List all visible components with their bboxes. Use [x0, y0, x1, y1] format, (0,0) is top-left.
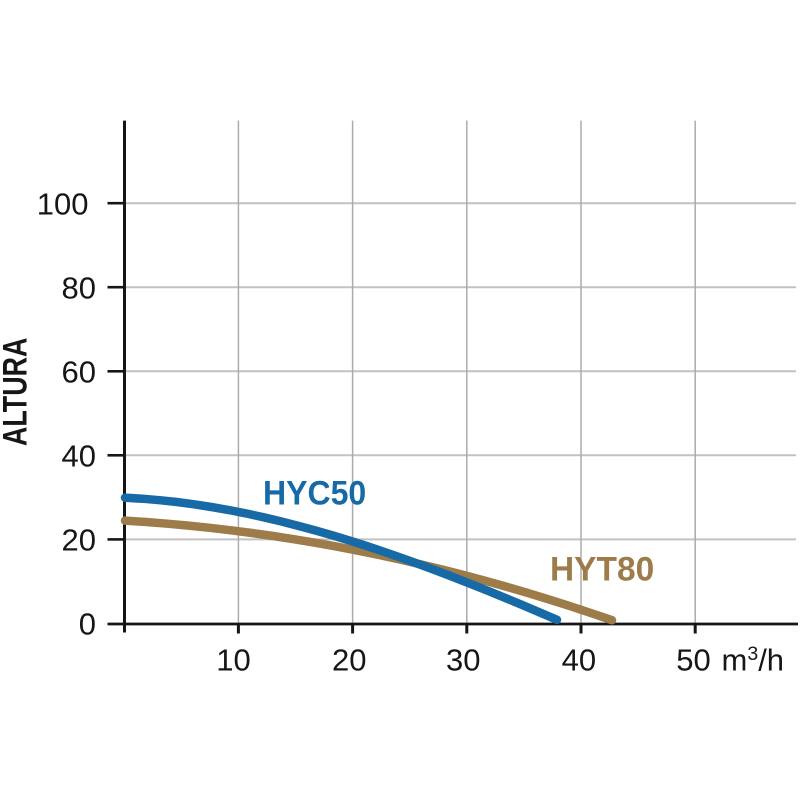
svg-text:m3/h: m3/h [722, 643, 785, 678]
svg-text:20: 20 [332, 643, 366, 678]
svg-text:40: 40 [62, 439, 96, 474]
svg-text:30: 30 [446, 643, 480, 678]
svg-text:HYT80: HYT80 [550, 550, 654, 588]
svg-text:60: 60 [62, 355, 96, 390]
svg-text:10: 10 [216, 643, 250, 678]
svg-text:80: 80 [62, 271, 96, 306]
svg-text:50: 50 [676, 643, 710, 678]
svg-text:0: 0 [79, 607, 96, 642]
svg-text:ALTURA: ALTURA [0, 338, 34, 446]
svg-text:40: 40 [562, 643, 596, 678]
svg-text:20: 20 [62, 523, 96, 558]
svg-text:100: 100 [37, 187, 89, 222]
svg-text:HYC50: HYC50 [263, 474, 366, 512]
